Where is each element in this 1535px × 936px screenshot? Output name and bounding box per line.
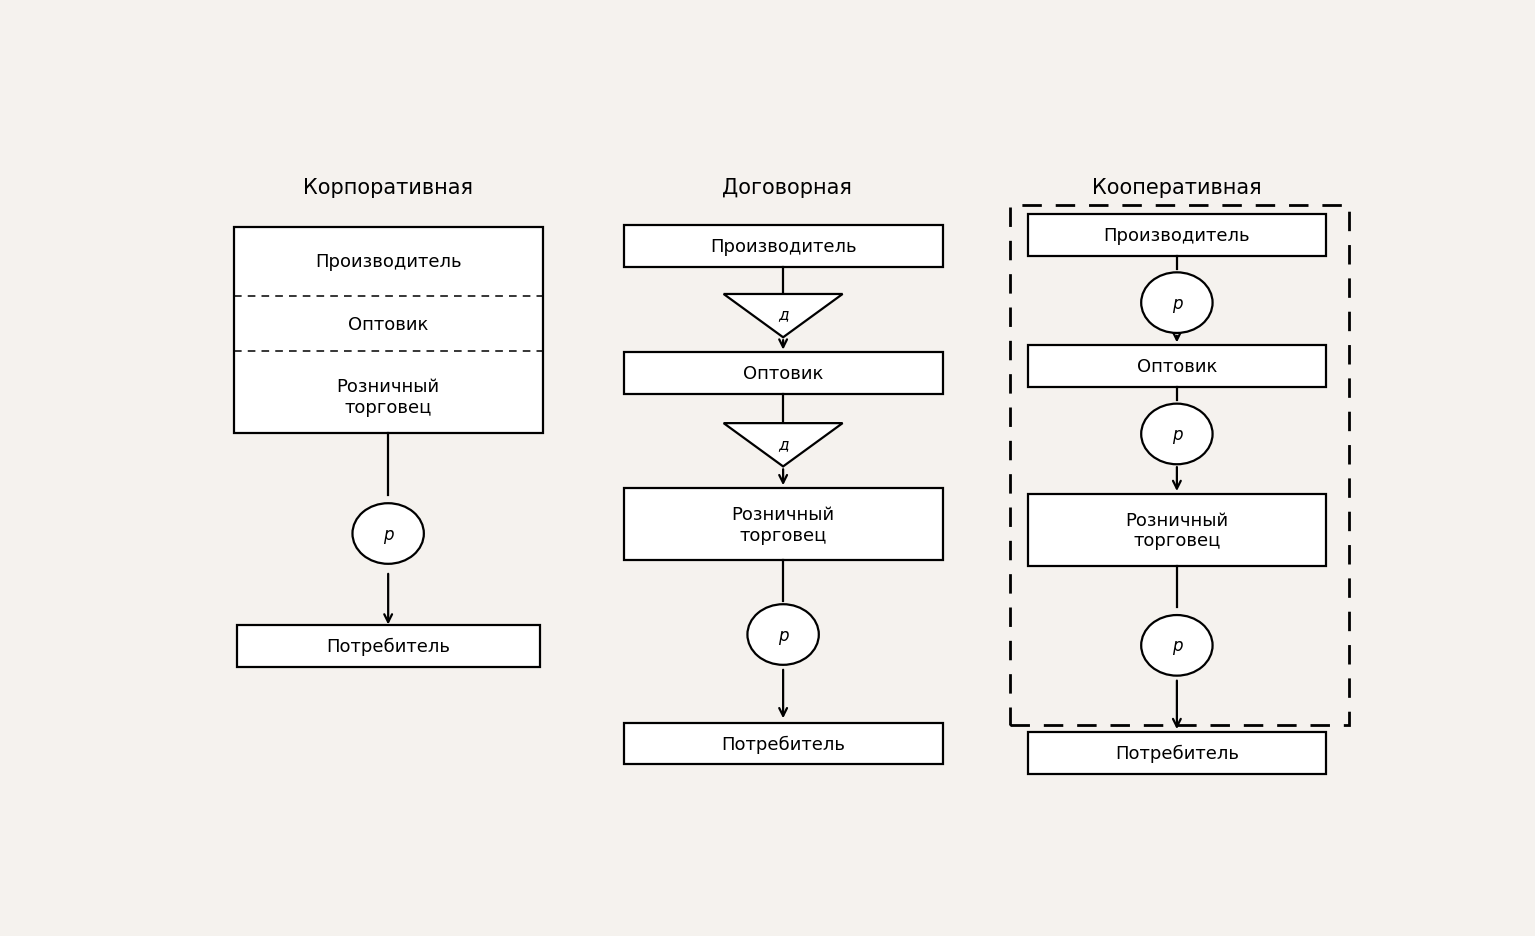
Ellipse shape (1141, 615, 1213, 676)
Text: Договорная: Договорная (721, 178, 852, 198)
Text: р: р (1171, 426, 1182, 444)
Ellipse shape (1141, 404, 1213, 465)
Text: Потребитель: Потребитель (325, 637, 450, 655)
Polygon shape (723, 424, 843, 467)
Bar (623, 489, 942, 561)
Bar (623, 723, 942, 765)
Text: д: д (778, 307, 789, 322)
Text: Кооперативная: Кооперативная (1091, 178, 1262, 198)
Text: р: р (382, 525, 393, 543)
Text: Производитель: Производитель (1104, 227, 1249, 244)
Text: Потребитель: Потребитель (1114, 744, 1239, 762)
Bar (1028, 214, 1326, 256)
Text: р: р (778, 626, 789, 644)
Bar (623, 353, 942, 395)
Polygon shape (723, 295, 843, 338)
Text: Оптовик: Оптовик (743, 365, 823, 383)
Text: Розничный
торговец: Розничный торговец (732, 505, 835, 544)
Ellipse shape (748, 605, 818, 665)
Text: Производитель: Производитель (315, 253, 462, 271)
Bar (236, 625, 540, 667)
Text: Оптовик: Оптовик (1137, 358, 1217, 375)
Bar (1010, 206, 1349, 724)
Bar (1028, 732, 1326, 774)
Bar (623, 226, 942, 268)
Text: Корпоративная: Корпоративная (304, 178, 473, 198)
Text: Производитель: Производитель (709, 238, 857, 256)
Text: р: р (1171, 636, 1182, 654)
Bar (233, 227, 543, 433)
Bar (1028, 494, 1326, 566)
Text: Розничный
торговец: Розничный торговец (1125, 511, 1228, 549)
Text: Оптовик: Оптовик (348, 315, 428, 333)
Text: р: р (1171, 294, 1182, 313)
Ellipse shape (1141, 273, 1213, 333)
Ellipse shape (353, 504, 424, 564)
Text: д: д (778, 436, 789, 451)
Text: Розничный
торговец: Розничный торговец (336, 378, 439, 417)
Text: Потребитель: Потребитель (721, 735, 846, 753)
Bar (1028, 345, 1326, 388)
